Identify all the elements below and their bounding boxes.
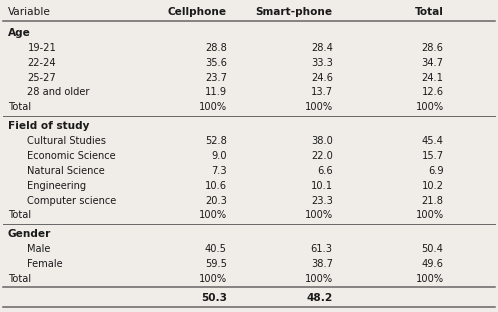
Text: 100%: 100% (415, 102, 444, 112)
Text: 22.0: 22.0 (311, 151, 333, 161)
Text: 15.7: 15.7 (421, 151, 444, 161)
Text: 28 and older: 28 and older (27, 87, 90, 97)
Text: 100%: 100% (415, 210, 444, 220)
Text: 100%: 100% (305, 274, 333, 284)
Text: 6.6: 6.6 (317, 166, 333, 176)
Text: 59.5: 59.5 (205, 259, 227, 269)
Text: Economic Science: Economic Science (27, 151, 116, 161)
Text: 100%: 100% (199, 210, 227, 220)
Text: Total: Total (7, 102, 31, 112)
Text: 28.6: 28.6 (422, 43, 444, 53)
Text: 100%: 100% (305, 102, 333, 112)
Text: 50.3: 50.3 (201, 293, 227, 303)
Text: Total: Total (415, 7, 444, 17)
Text: Total: Total (7, 210, 31, 220)
Text: 28.8: 28.8 (205, 43, 227, 53)
Text: Smart-phone: Smart-phone (255, 7, 333, 17)
Text: 24.1: 24.1 (421, 73, 444, 83)
Text: 10.6: 10.6 (205, 181, 227, 191)
Text: 12.6: 12.6 (421, 87, 444, 97)
Text: Total: Total (7, 274, 31, 284)
Text: Male: Male (27, 244, 51, 254)
Text: 100%: 100% (305, 210, 333, 220)
Text: 38.7: 38.7 (311, 259, 333, 269)
Text: 28.4: 28.4 (311, 43, 333, 53)
Text: Variable: Variable (7, 7, 51, 17)
Text: 33.3: 33.3 (311, 58, 333, 68)
Text: Field of study: Field of study (7, 121, 89, 131)
Text: 23.7: 23.7 (205, 73, 227, 83)
Text: 35.6: 35.6 (205, 58, 227, 68)
Text: Female: Female (27, 259, 63, 269)
Text: 23.3: 23.3 (311, 196, 333, 206)
Text: 7.3: 7.3 (211, 166, 227, 176)
Text: 49.6: 49.6 (422, 259, 444, 269)
Text: 45.4: 45.4 (422, 136, 444, 146)
Text: 61.3: 61.3 (311, 244, 333, 254)
Text: 40.5: 40.5 (205, 244, 227, 254)
Text: 100%: 100% (199, 274, 227, 284)
Text: 50.4: 50.4 (422, 244, 444, 254)
Text: 22-24: 22-24 (27, 58, 56, 68)
Text: 100%: 100% (199, 102, 227, 112)
Text: 19-21: 19-21 (27, 43, 56, 53)
Text: 52.8: 52.8 (205, 136, 227, 146)
Text: 10.1: 10.1 (311, 181, 333, 191)
Text: Natural Science: Natural Science (27, 166, 105, 176)
Text: 48.2: 48.2 (306, 293, 333, 303)
Text: Computer science: Computer science (27, 196, 117, 206)
Text: Engineering: Engineering (27, 181, 87, 191)
Text: 25-27: 25-27 (27, 73, 56, 83)
Text: 13.7: 13.7 (311, 87, 333, 97)
Text: 11.9: 11.9 (205, 87, 227, 97)
Text: Cultural Studies: Cultural Studies (27, 136, 107, 146)
Text: 21.8: 21.8 (421, 196, 444, 206)
Text: 6.9: 6.9 (428, 166, 444, 176)
Text: Gender: Gender (7, 229, 51, 239)
Text: 38.0: 38.0 (311, 136, 333, 146)
Text: 9.0: 9.0 (211, 151, 227, 161)
Text: 100%: 100% (415, 274, 444, 284)
Text: 34.7: 34.7 (422, 58, 444, 68)
Text: Age: Age (7, 28, 30, 38)
Text: Cellphone: Cellphone (168, 7, 227, 17)
Text: 10.2: 10.2 (421, 181, 444, 191)
Text: 20.3: 20.3 (205, 196, 227, 206)
Text: 24.6: 24.6 (311, 73, 333, 83)
